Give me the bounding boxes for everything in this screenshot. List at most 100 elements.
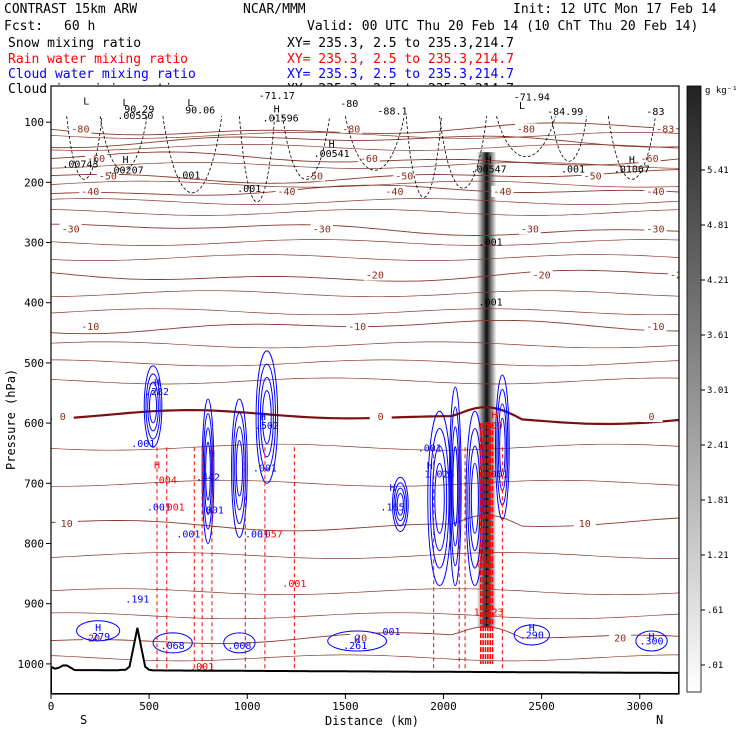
cloud-water-extremum: .282: [145, 387, 169, 398]
cloud-water-extremum: .300: [639, 637, 663, 648]
colorbar-tick-label: 1.81: [707, 496, 729, 506]
cloud-water-extremum: H: [260, 412, 266, 423]
isotherm-label-bg: [363, 269, 386, 281]
y-tick-label: 300: [24, 237, 44, 250]
isotherm-label-bg: [59, 223, 82, 235]
field-xy-cloud-water: XY= 235.3, 2.5 to 235.3,214.7: [287, 67, 514, 82]
cloud-water-extremum: .001: [131, 439, 155, 450]
cloud-water-extremum: .001: [377, 627, 401, 638]
terrain: [51, 627, 679, 694]
field-xy-rain: XY= 235.3, 2.5 to 235.3,214.7: [287, 52, 514, 67]
y-tick-label: 500: [24, 357, 44, 370]
snow-extremum: .001: [176, 171, 200, 182]
colorbar-tick-label: 3.61: [707, 331, 729, 341]
isotherm-label-bg: [638, 152, 661, 164]
x-tick-label: 2500: [528, 700, 555, 713]
isotherm-label: -60: [641, 154, 659, 165]
cloud-water-contour: [152, 632, 193, 654]
isotherm-label: -50: [99, 171, 117, 182]
isotherm: [51, 144, 679, 151]
y-tick-label: 600: [24, 417, 44, 430]
isotherm-label: 10: [61, 519, 73, 530]
colorbar-tick-label: .01: [707, 661, 723, 671]
cloud-water-extremum: .001: [176, 529, 200, 540]
cloud-water-extremum: H: [354, 635, 360, 646]
cloud-water-extremum: H: [154, 378, 160, 389]
cloud-ice-extremum: -88.1: [377, 106, 407, 117]
cloud-water-contour: [396, 493, 404, 516]
y-axis: 100 200 300 400 500 600 700 800 900 1000: [18, 116, 51, 671]
isotherm-label-bg: [530, 269, 553, 281]
cloud-water-extremum: .442: [196, 472, 220, 483]
snow-extremum: .001: [561, 165, 585, 176]
cloud-water-contour: [255, 350, 279, 484]
isotherm-label: -10: [81, 322, 99, 333]
isotherm-label: -20: [533, 271, 551, 282]
isotherm-label: -40: [646, 187, 664, 198]
cloud-water-contour: [393, 482, 408, 527]
center-title: NCAR/MMM: [243, 2, 306, 17]
cloud-water-contour: [470, 462, 479, 534]
isotherm: [51, 169, 679, 184]
isotherm-label: -80: [342, 124, 360, 135]
cloud-water-contour: [635, 630, 668, 652]
colorbar-tick-label: 1.21: [707, 551, 729, 561]
cloud-water-contour: [223, 632, 256, 654]
isotherm-label-bg: [491, 185, 514, 197]
isotherm-label: -50: [305, 171, 323, 182]
cloud-ice-extremum: 90.06: [185, 106, 215, 117]
isotherm: [51, 612, 679, 620]
colorbar-tick-label: 2.41: [707, 441, 729, 451]
x-tick-label: 1000: [234, 700, 261, 713]
isotherm-label-bg: [55, 518, 78, 530]
y-axis-label: Pressure (hPa): [4, 369, 18, 470]
isotherm-label-bg: [310, 223, 333, 235]
isotherm-label-bg: [83, 632, 106, 644]
isotherm-label-bg: [514, 123, 537, 135]
cloud-ice-contour: [405, 116, 442, 198]
colorbar-tick-label: 4.21: [707, 276, 729, 286]
forecast-label: Fcst:: [4, 19, 43, 34]
isotherm: [51, 479, 679, 487]
isotherm: [51, 254, 679, 261]
field-label-snow: Snow mixing ratio: [8, 36, 141, 51]
rain-extremum: 1.823: [474, 608, 504, 619]
cloud-water-extremum: H: [389, 483, 395, 494]
cloud-water-contour: [257, 363, 277, 471]
snow-extremum: .00207: [108, 165, 144, 176]
isotherm-label: 20: [88, 634, 100, 645]
isotherm-label: -30: [313, 224, 331, 235]
cloud-ice-extremum: -83: [646, 107, 664, 118]
isotherm-label-bg: [644, 223, 667, 235]
colorbar-tick-label: .61: [707, 606, 723, 616]
snow-extremum: .00547: [471, 165, 507, 176]
cloud-ice-extremum: H: [274, 104, 280, 115]
cloud-ice-contour: [282, 116, 331, 180]
rain-extremum: .001: [190, 662, 214, 673]
isotherm-label: -50: [584, 171, 602, 182]
isotherm: [51, 552, 679, 559]
cloud-water-extremum: .068: [161, 641, 185, 652]
colorbar: .01 .61 1.21 1.81 2.41 3.01 3.61 4.21 4.81 5.41 g…: [686, 85, 738, 693]
snow-shading: [476, 152, 497, 628]
isotherm: [51, 654, 679, 662]
isotherm-label-bg: [85, 152, 108, 164]
snow-extremum: .00541: [314, 149, 350, 160]
snow-extremum: H: [629, 155, 635, 166]
cloud-water-contour: [327, 630, 388, 652]
isotherm-label: -20: [366, 271, 384, 282]
isotherm-label: 0: [60, 412, 66, 423]
isotherm: [51, 406, 679, 426]
isotherm-label: -83: [656, 124, 674, 135]
y-tick-label: 100: [24, 116, 44, 129]
x-tick-label: 500: [139, 700, 159, 713]
cloud-water-extremum: H: [649, 632, 655, 643]
isotherm-label-bg: [644, 320, 667, 332]
x-axis: 0 500 1000 1500 2000 2500 3000: [48, 694, 653, 713]
isotherm-label: -40: [385, 187, 403, 198]
colorbar-tick-label: 3.01: [707, 386, 729, 396]
cloud-ice-extremum: -84.99: [547, 107, 583, 118]
isotherm: [51, 341, 679, 349]
cloud-ice-extremum: -71.17: [259, 91, 295, 102]
cloud-water-contour: [205, 441, 211, 501]
